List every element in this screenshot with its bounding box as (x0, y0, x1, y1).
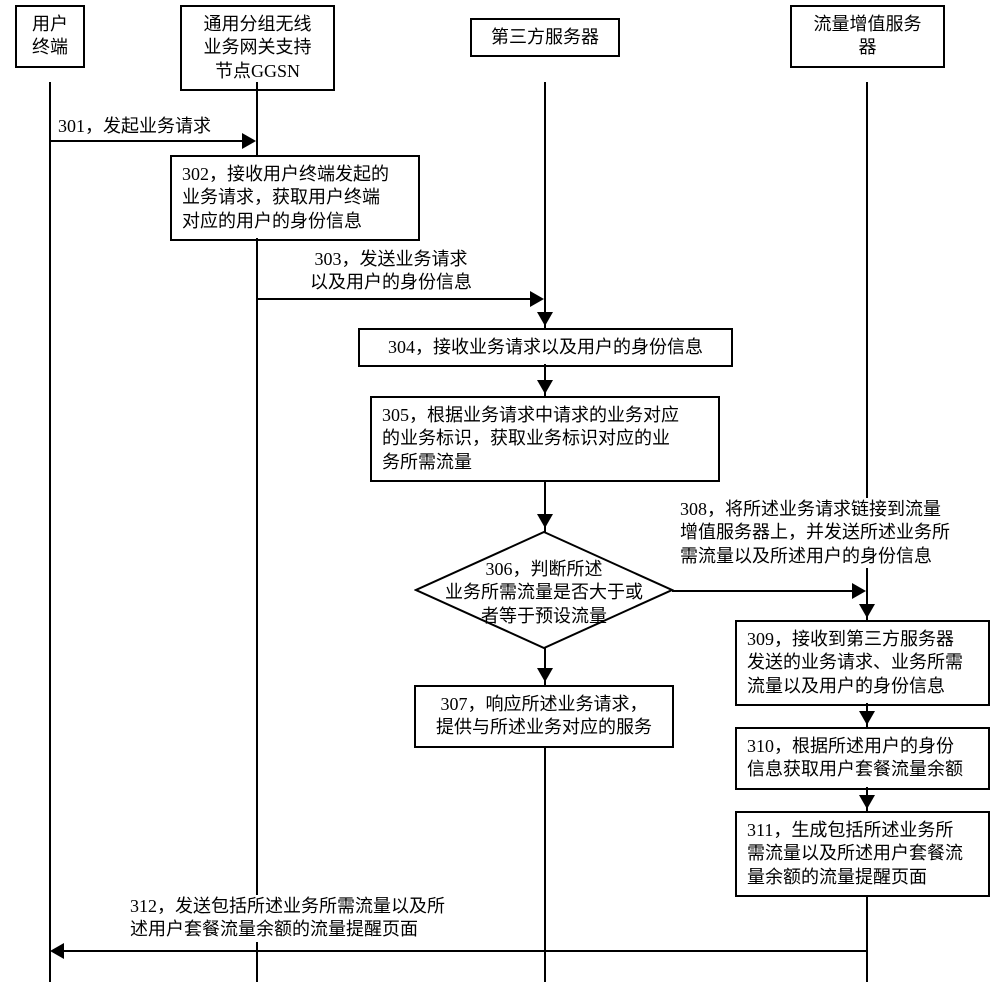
participant-user-terminal: 用户终端 (15, 5, 85, 68)
box-311: 311，生成包括所述业务所需流量以及所述用户套餐流量余额的流量提醒页面 (735, 811, 990, 897)
msg-303-arrow (258, 298, 534, 300)
box-309: 309，接收到第三方服务器发送的业务请求、业务所需流量以及用户的身份信息 (735, 620, 990, 706)
msg-308-arrow (672, 590, 856, 592)
participant-label: 流量增值服务器 (814, 14, 922, 57)
msg-312-arrow (60, 950, 868, 952)
connector-302-down (256, 238, 258, 298)
connector-309-310 (866, 703, 868, 715)
connector-304-305 (544, 364, 546, 384)
box-label: 309，接收到第三方服务器发送的业务请求、业务所需流量以及用户的身份信息 (747, 629, 963, 696)
box-304: 304，接收业务请求以及用户的身份信息 (358, 328, 733, 367)
connector-308-309 (866, 590, 868, 608)
box-310: 310，根据所述用户的身份信息获取用户套餐流量余额 (735, 727, 990, 790)
participant-label: 通用分组无线业务网关支持节点GGSN (204, 14, 312, 81)
msg-308-label: 308，将所述业务请求链接到流量增值服务器上，并发送所述业务所需流量以及所述用户… (680, 498, 990, 568)
connector-306-307 (544, 648, 546, 672)
box-302: 302，接收用户终端发起的业务请求，获取用户终端对应的用户的身份信息 (170, 155, 420, 241)
box-label: 304，接收业务请求以及用户的身份信息 (388, 337, 703, 357)
msg-301-label: 301，发起业务请求 (58, 115, 211, 138)
box-305: 305，根据业务请求中请求的业务对应的业务标识，获取业务标识对应的业务所需流量 (370, 396, 720, 482)
msg-303-label: 303，发送业务请求以及用户的身份信息 (310, 248, 472, 295)
participant-label: 第三方服务器 (491, 27, 599, 47)
box-label: 302，接收用户终端发起的业务请求，获取用户终端对应的用户的身份信息 (182, 164, 389, 231)
connector-303-304 (544, 298, 546, 316)
connector-305-306 (544, 480, 546, 518)
msg-312-label: 312，发送包括所述业务所需流量以及所述用户套餐流量余额的流量提醒页面 (130, 895, 530, 942)
participant-label: 用户终端 (32, 14, 68, 57)
connector-310-311 (866, 787, 868, 799)
participant-third-party: 第三方服务器 (470, 18, 620, 57)
participant-vas: 流量增值服务器 (790, 5, 945, 68)
box-label: 307，响应所述业务请求，提供与所述业务对应的服务 (436, 694, 652, 737)
lifeline-user (49, 82, 51, 982)
box-label: 311，生成包括所述业务所需流量以及所述用户套餐流量余额的流量提醒页面 (747, 820, 963, 887)
decision-306: 306，判断所述业务所需流量是否大于或者等于预设流量 (414, 530, 674, 650)
box-label: 310，根据所述用户的身份信息获取用户套餐流量余额 (747, 736, 963, 779)
box-307: 307，响应所述业务请求，提供与所述业务对应的服务 (414, 685, 674, 748)
decision-306-label: 306，判断所述业务所需流量是否大于或者等于预设流量 (414, 558, 674, 628)
box-label: 305，根据业务请求中请求的业务对应的业务标识，获取业务标识对应的业务所需流量 (382, 405, 679, 472)
participant-ggsn: 通用分组无线业务网关支持节点GGSN (180, 5, 335, 91)
msg-301-arrow (50, 140, 246, 142)
